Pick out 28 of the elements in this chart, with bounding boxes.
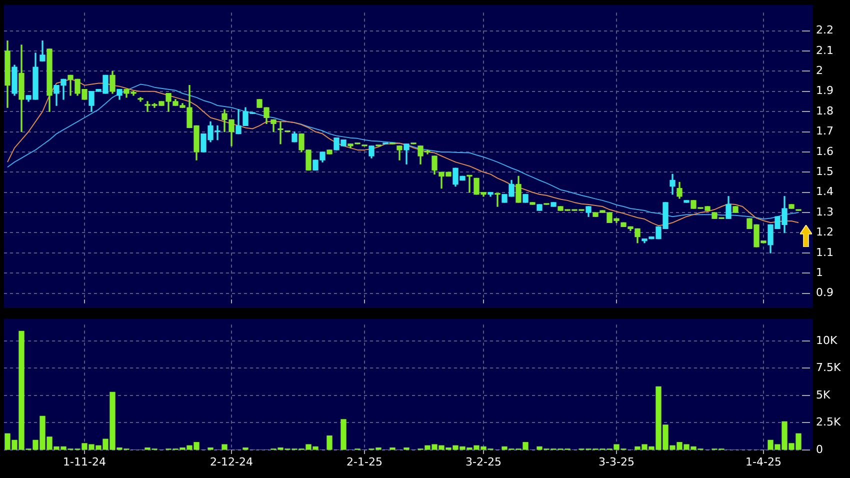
y-tick-label: 10K [816, 334, 838, 347]
y-tick-label: 1.4 [816, 185, 834, 198]
y-tick-label: 1.8 [816, 104, 834, 118]
candlestick [494, 193, 500, 207]
y-tick-label: 1.7 [816, 124, 834, 138]
x-tick-label: 1-4-25 [746, 455, 782, 468]
y-tick-label: 1.3 [816, 205, 834, 218]
y-tick-label: 1.9 [816, 84, 834, 98]
y-tick-label: 0 [816, 442, 823, 456]
x-tick-label: 3-3-25 [598, 455, 634, 468]
x-tick-label: 1-11-24 [63, 455, 106, 468]
y-tick-label: 2 [816, 64, 823, 78]
x-tick-label: 2-12-24 [210, 455, 253, 468]
y-tick-label: 5K [816, 388, 831, 402]
y-tick-label: 2.1 [816, 44, 834, 57]
y-tick-label: 1.6 [816, 144, 834, 158]
y-tick-label: 2.5K [816, 416, 842, 429]
candlestick [466, 174, 472, 193]
y-tick-label: 2.2 [816, 24, 834, 37]
x-tick-label: 3-2-25 [466, 455, 502, 468]
y-tick-label: 7.5K [816, 361, 842, 374]
x-tick-label: 2-1-25 [346, 455, 382, 468]
y-tick-label: 1.5 [816, 165, 834, 178]
candlestick [278, 121, 284, 144]
y-tick-label: 1.1 [816, 246, 834, 259]
y-tick-label: 0.9 [816, 286, 834, 300]
y-tick-label: 1 [816, 266, 823, 280]
y-tick-label: 1.2 [816, 226, 834, 239]
